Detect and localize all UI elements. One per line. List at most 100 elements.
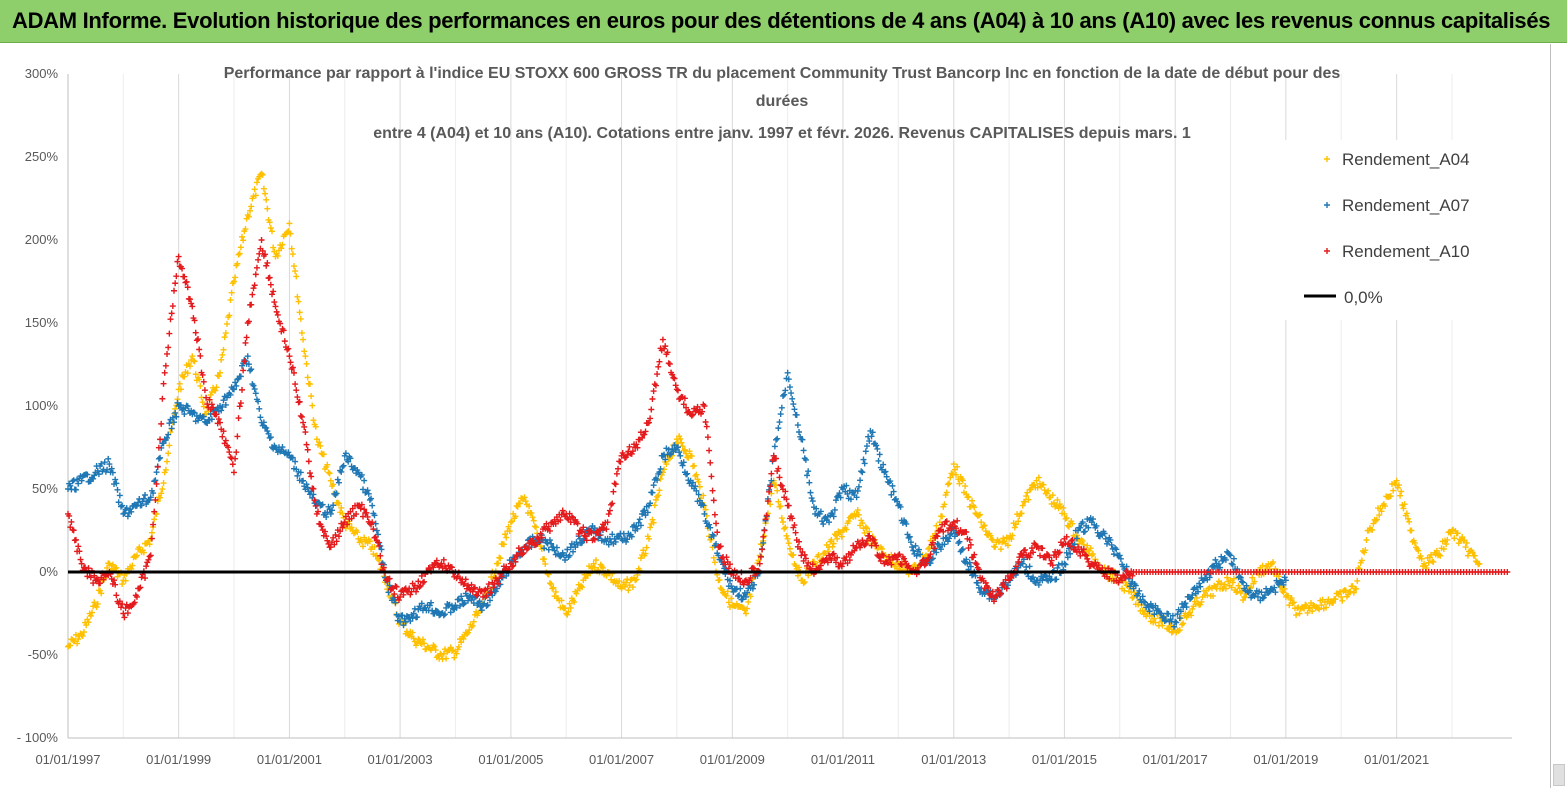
rendement-a04-point xyxy=(360,543,367,550)
rendement-a10-point xyxy=(615,465,622,472)
rendement-a04-point xyxy=(207,391,214,398)
rendement-a04-point xyxy=(774,487,781,494)
rendement-a04-point xyxy=(509,518,516,525)
rendement-a10-point xyxy=(152,496,159,503)
rendement-a10-point xyxy=(251,282,258,289)
rendement-a10-point xyxy=(438,560,445,567)
rendement-a10-point xyxy=(157,436,164,443)
rendement-a04-point xyxy=(88,609,95,616)
rendement-a04-point xyxy=(1198,598,1205,605)
rendement-a10-point xyxy=(612,481,619,488)
rendement-a04-point xyxy=(159,486,166,493)
rendement-a04-point xyxy=(681,446,688,453)
rendement-a04-point xyxy=(284,229,291,236)
rendement-a04-point xyxy=(1440,546,1447,552)
y-tick-label: 150% xyxy=(25,315,59,330)
rendement-a07-point xyxy=(804,472,811,479)
rendement-a07-point xyxy=(266,434,273,441)
rendement-a07-point xyxy=(233,382,240,389)
rendement-a04-point xyxy=(223,320,230,327)
rendement-a07-point xyxy=(248,366,255,373)
rendement-a04-point xyxy=(1069,520,1076,527)
rendement-a07-point xyxy=(1228,560,1235,567)
rendement-a07-point xyxy=(944,538,951,545)
rendement-a07-point xyxy=(1281,574,1288,581)
rendement-a10-point xyxy=(488,589,495,596)
legend-label: 0,0% xyxy=(1344,288,1383,307)
rendement-a10-point xyxy=(206,396,213,403)
rendement-a10-point xyxy=(393,583,400,590)
rendement-a10-point xyxy=(760,533,767,540)
rendement-a04-point xyxy=(235,251,242,258)
rendement-a07-point xyxy=(1188,594,1195,601)
rendement-a04-point xyxy=(566,600,573,607)
rendement-a04-point xyxy=(1288,595,1295,602)
rendement-a07-point xyxy=(1140,598,1147,605)
rendement-a10-point xyxy=(312,502,319,509)
rendement-a10-point xyxy=(940,528,947,535)
rendement-a10-point xyxy=(723,554,730,561)
rendement-a04-point xyxy=(1316,606,1323,613)
rendement-a07-point xyxy=(696,497,703,504)
rendement-a04-point xyxy=(1373,516,1380,523)
rendement-a10-point xyxy=(801,551,808,558)
rendement-a04-point xyxy=(678,439,685,446)
rendement-a04-point xyxy=(592,557,599,564)
rendement-a04-point xyxy=(723,592,730,599)
rendement-a04-point xyxy=(1242,594,1249,601)
x-tick-label: 01/01/2019 xyxy=(1253,752,1318,767)
rendement-a07-point xyxy=(1107,536,1114,543)
y-tick-label: 200% xyxy=(25,232,59,247)
rendement-a10-point xyxy=(188,300,195,307)
rendement-a04-point xyxy=(992,544,999,551)
rendement-a07-point xyxy=(1061,560,1068,567)
rendement-a10-point xyxy=(395,597,402,604)
rendement-a10-point xyxy=(197,352,204,359)
rendement-a10-point xyxy=(1125,571,1132,578)
rendement-a04-point xyxy=(1363,536,1370,543)
y-tick-label: 300% xyxy=(25,66,59,81)
rendement-a07-point xyxy=(831,506,838,513)
rendement-a10-point xyxy=(934,533,941,540)
rendement-a10-point xyxy=(376,542,383,549)
rendement-a07-point xyxy=(1116,552,1123,559)
rendement-a07-point xyxy=(775,425,782,432)
rendement-a04-point xyxy=(1221,581,1228,588)
rendement-a10-point xyxy=(1016,554,1023,561)
rendement-a07-point xyxy=(941,541,948,548)
rendement-a10-point xyxy=(124,610,131,617)
rendement-a10-point xyxy=(1003,585,1010,592)
rendement-a07-point xyxy=(947,531,954,538)
rendement-a04-point xyxy=(843,526,850,533)
rendement-a04-point xyxy=(1454,530,1461,537)
rendement-a10-point xyxy=(72,536,79,543)
rendement-a04-point xyxy=(640,547,647,554)
rendement-a04-point xyxy=(831,531,838,538)
rendement-a04-point xyxy=(526,503,533,510)
rendement-a07-point xyxy=(701,510,708,517)
rendement-a04-point xyxy=(537,543,544,550)
rendement-a07-point xyxy=(1229,561,1236,568)
scroll-handle[interactable] xyxy=(1553,764,1565,786)
rendement-a10-point xyxy=(121,614,128,621)
rendement-a04-point xyxy=(987,532,994,539)
rendement-a07-point xyxy=(693,487,700,494)
rendement-a04-point xyxy=(1411,539,1418,546)
rendement-a04-point xyxy=(259,171,266,178)
rendement-a07-point xyxy=(153,469,160,476)
rendement-a04-point xyxy=(828,536,835,543)
rendement-a10-point xyxy=(605,511,612,518)
rendement-a04-point xyxy=(1251,578,1258,585)
rendement-a04-point xyxy=(1188,612,1195,619)
rendement-a10-point xyxy=(87,574,94,581)
rendement-a04-point xyxy=(969,497,976,504)
rendement-a10-point xyxy=(639,434,646,441)
rendement-a04-point xyxy=(1464,552,1471,559)
x-tick-label: 01/01/2013 xyxy=(921,752,986,767)
rendement-a10-point xyxy=(880,552,887,559)
rendement-a10-point xyxy=(294,394,301,401)
rendement-a10-point xyxy=(805,559,812,566)
rendement-a04-point xyxy=(294,293,301,300)
rendement-a10-point xyxy=(133,593,140,600)
rendement-a04-point xyxy=(1323,604,1330,611)
